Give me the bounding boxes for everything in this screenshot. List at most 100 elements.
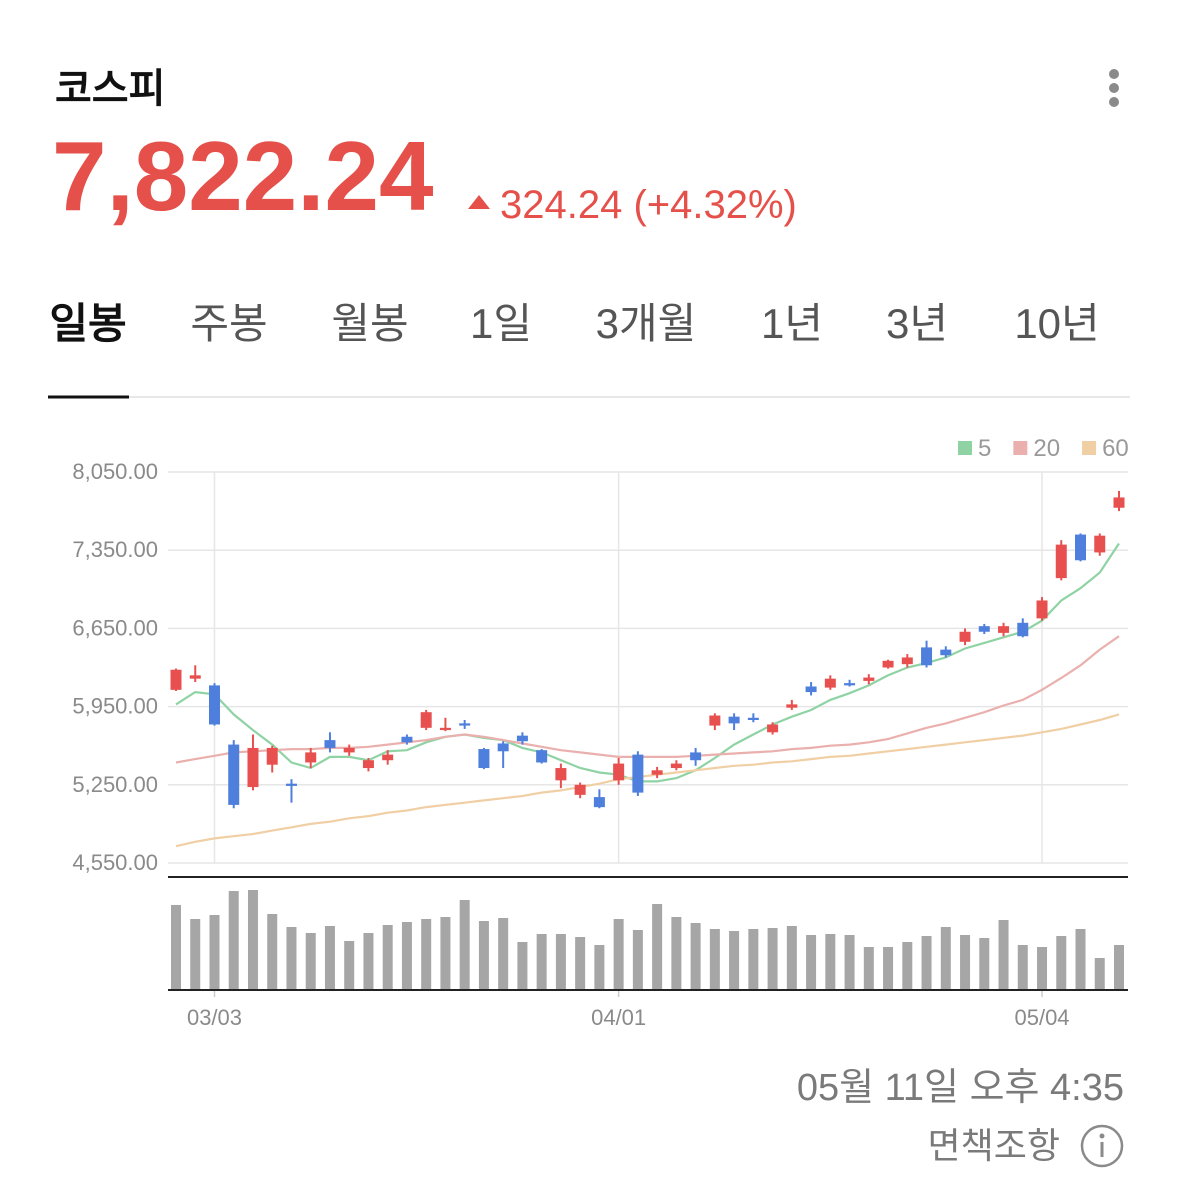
volume-bar: [440, 917, 451, 989]
volume-bar: [652, 904, 663, 989]
timestamp: 05월 11일 오후 4:35: [797, 1067, 1124, 1109]
volume-bar: [517, 942, 528, 989]
volume-bar: [555, 934, 566, 989]
candle-body: [208, 685, 220, 725]
volume-bar: [305, 933, 316, 989]
candle-body: [651, 770, 663, 775]
candle-body: [709, 715, 721, 726]
moving-average-line: [175, 542, 1120, 783]
tab[interactable]: 1년: [761, 300, 823, 347]
y-tick-label: 4,550.00: [72, 850, 158, 875]
volume-bar: [960, 935, 971, 989]
tab[interactable]: 일봉: [49, 300, 126, 347]
candle-body: [420, 712, 432, 728]
candle-body: [1036, 600, 1048, 619]
candle-body: [670, 763, 682, 769]
chart: 5 20 60 4,550.00 5,250.00 5,950.00 6,650.00 7,3…: [72, 435, 1128, 1030]
volume-bar: [363, 933, 374, 989]
candle-body: [978, 626, 990, 632]
menu-dot: [1109, 69, 1119, 79]
volume-bar: [209, 915, 220, 989]
candle-body: [998, 626, 1010, 633]
volume-bar: [421, 919, 432, 989]
candle-body: [613, 763, 625, 781]
menu-dot: [1109, 97, 1119, 107]
candle-body: [767, 724, 779, 733]
y-tick-label: 5,950.00: [72, 694, 158, 719]
tab[interactable]: 1일: [470, 300, 532, 347]
volume-bar: [671, 917, 682, 989]
volume-bar: [979, 938, 990, 989]
volume-bar: [247, 890, 258, 989]
moving-average-line: [175, 713, 1120, 848]
candle-body: [844, 683, 856, 686]
volume-bar: [729, 931, 740, 989]
candle-body: [555, 768, 567, 781]
volume-bar: [709, 929, 720, 989]
tabs: 일봉 주봉 월봉 1일 3개월 1년 3년 10년: [49, 300, 1099, 347]
volume-bar: [632, 930, 643, 989]
volume-bar: [324, 926, 335, 989]
volume-bar: [190, 919, 201, 989]
candle-body: [805, 686, 817, 693]
volume-bar: [478, 921, 489, 989]
candle-body: [478, 749, 490, 769]
candle-body: [921, 647, 933, 666]
candle-body: [343, 747, 355, 753]
volume-bar: [1017, 945, 1028, 989]
legend-label: 60: [1102, 435, 1129, 462]
volume-bar: [498, 918, 509, 989]
candle-body: [170, 669, 182, 690]
legend-label: 20: [1033, 435, 1060, 462]
x-tick-label: 03/03: [187, 1005, 242, 1030]
price: 7,822.24: [52, 121, 433, 231]
candle-body: [728, 716, 740, 724]
y-tick-label: 7,350.00: [72, 537, 158, 562]
volume-bar: [613, 919, 624, 989]
volume-bar: [1037, 947, 1048, 989]
tab[interactable]: 10년: [1014, 300, 1099, 347]
y-tick-label: 5,250.00: [72, 772, 158, 797]
y-tick-label: 8,050.00: [72, 459, 158, 484]
volume-bar: [171, 905, 181, 989]
tab[interactable]: 월봉: [331, 300, 408, 347]
volume-bar: [844, 935, 855, 989]
volume-bar: [382, 925, 393, 989]
volume-bar: [1056, 936, 1067, 989]
volume-bar: [459, 900, 470, 989]
volume-bar: [902, 942, 913, 989]
volume-bar: [1075, 929, 1086, 989]
disclaimer-button[interactable]: 면책조항: [928, 1124, 1124, 1168]
candle-body: [247, 747, 259, 788]
info-icon: [1080, 1124, 1124, 1168]
candle-body: [497, 743, 509, 752]
candle-body: [632, 754, 644, 793]
candle-body: [439, 727, 451, 731]
candle-body: [189, 675, 201, 679]
candle-body: [382, 754, 394, 761]
volume-bar: [228, 891, 239, 989]
tab[interactable]: 주봉: [190, 300, 267, 347]
volume-bar: [536, 934, 547, 989]
candle-body: [863, 677, 875, 681]
volume-bar: [940, 927, 951, 989]
menu-dot: [1109, 83, 1119, 93]
volume-bar: [1114, 945, 1124, 989]
tab[interactable]: 3년: [886, 300, 948, 347]
tab[interactable]: 3개월: [596, 300, 697, 347]
info-icon-dot: [1099, 1133, 1105, 1139]
x-tick-label: 04/01: [591, 1005, 646, 1030]
volume-bar: [690, 923, 701, 989]
candle-body: [305, 752, 317, 763]
legend-swatch: [1082, 441, 1097, 455]
candle-body: [1113, 497, 1125, 508]
more-menu[interactable]: [1109, 69, 1119, 107]
candle-body: [1075, 534, 1087, 561]
candle-body: [401, 736, 413, 743]
volume-bar: [863, 947, 874, 989]
volume-bar: [806, 935, 817, 989]
candle-body: [574, 784, 586, 795]
volume-bar: [748, 929, 759, 989]
volume-bar: [767, 928, 778, 989]
